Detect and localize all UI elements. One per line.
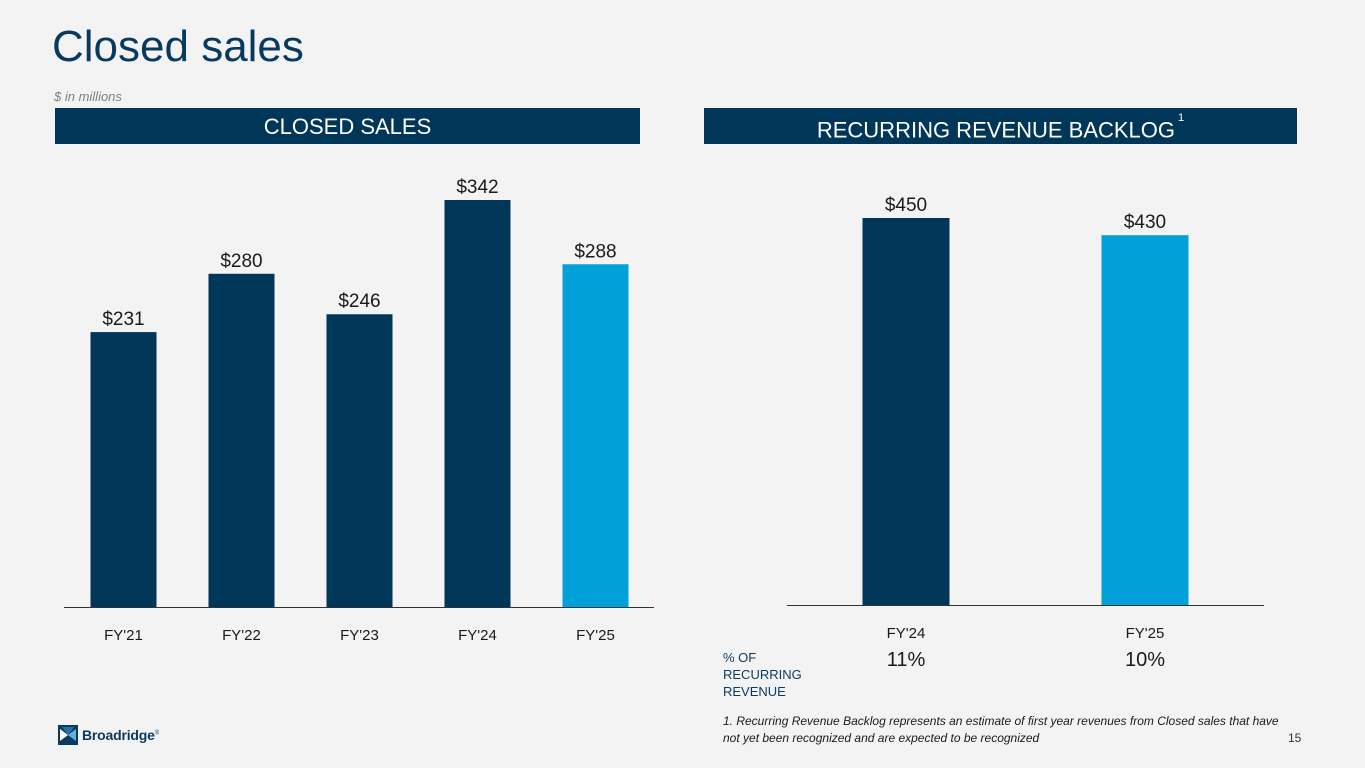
closed-sales-bar-fy25 [562,264,629,607]
pct-recurring-revenue-label: % OF RECURRING REVENUE [723,649,833,700]
broadridge-logo-icon [58,725,78,745]
logo-wordmark: Broadridge® [82,727,159,743]
pct-value-fy24: 11% [886,649,926,671]
logo-name: Broadridge [82,727,155,743]
closed-sales-category-label-fy24: FY'24 [458,627,497,644]
pct-label-line: RECURRING [723,667,802,682]
closed-sales-category-label-fy23: FY'23 [340,627,379,644]
pct-value-fy25: 10% [1124,649,1166,671]
closed-sales-bar-fy21 [90,332,157,607]
closed-sales-bar-fy23 [326,314,393,607]
broadridge-logo: Broadridge® [58,725,159,745]
backlog-bar-fy25 [1101,235,1189,605]
page-title: Closed sales [52,22,304,71]
closed-sales-value-label-fy21: $231 [102,309,144,330]
closed-sales-value-label-fy22: $280 [220,251,262,272]
closed-sales-value-label-fy25: $288 [574,241,616,262]
backlog-value-label-fy24: $450 [885,195,927,216]
closed-sales-category-label-fy22: FY'22 [222,627,261,644]
closed-sales-category-label-fy25: FY'25 [576,627,615,644]
closed-sales-category-label-fy21: FY'21 [104,627,143,644]
backlog-banner: RECURRING REVENUE BACKLOG 1 [704,108,1297,144]
units-note: $ in millions [54,89,122,104]
footnote: 1. Recurring Revenue Backlog represents … [723,714,1279,745]
logo-registered-mark: ® [154,730,159,737]
closed-sales-bar-fy24 [444,200,511,607]
backlog-value-label-fy25: $430 [1124,212,1166,233]
backlog-category-label-fy24: FY'24 [887,625,926,642]
pct-label-line: REVENUE [723,684,786,699]
closed-sales-value-label-fy23: $246 [338,291,380,312]
page-number: 15 [1288,731,1302,745]
pct-label-line: % OF [723,650,757,665]
closed-sales-bar-fy22 [208,273,275,607]
closed-sales-banner-label: CLOSED SALES [263,114,432,139]
footnote-marker: 1 [1178,112,1185,124]
closed-sales-banner: CLOSED SALES [55,108,640,144]
backlog-category-label-fy25: FY'25 [1126,625,1165,642]
backlog-bar-fy24 [862,218,950,605]
backlog-banner-label: RECURRING REVENUE BACKLOG [816,117,1176,143]
closed-sales-value-label-fy24: $342 [456,177,498,198]
